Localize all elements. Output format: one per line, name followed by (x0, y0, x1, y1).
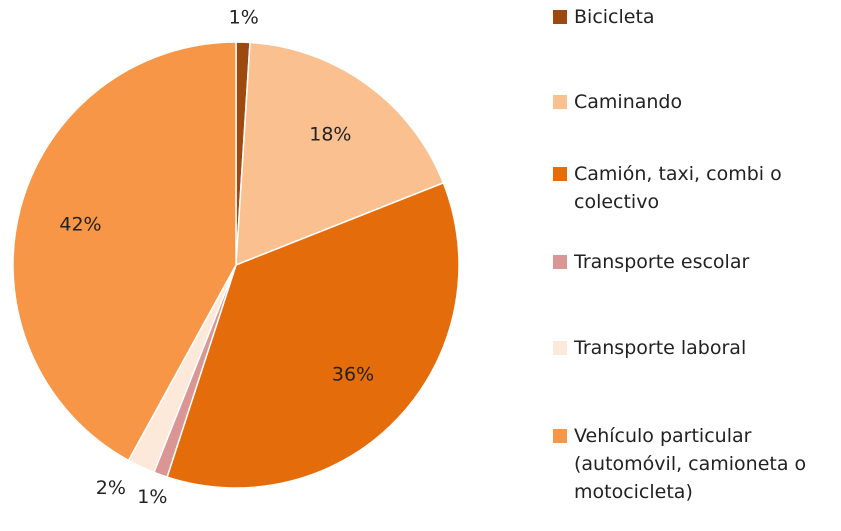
pie-slice (235, 41, 445, 267)
legend-entry: Vehículo particular (automóvil, camionet… (553, 422, 838, 506)
legend-swatch (553, 255, 567, 269)
legend-label: Vehículo particular (automóvil, camionet… (574, 425, 807, 503)
slice-label: 2% (96, 477, 126, 499)
legend-swatch (553, 95, 567, 109)
slice-label: 42% (59, 214, 101, 236)
legend-entry: Bicicleta (553, 3, 838, 31)
slice-label: 1% (229, 7, 259, 29)
legend-entry: Camión, taxi, combi o colectivo (553, 160, 838, 216)
legend-swatch (553, 167, 567, 181)
legend-swatch (553, 341, 567, 355)
legend-entry: Caminando (553, 88, 838, 116)
legend-entry: Transporte laboral (553, 334, 838, 362)
slice-label: 36% (332, 363, 374, 385)
slice-label: 18% (309, 124, 351, 146)
pie-slice (166, 181, 460, 489)
legend-entry: Transporte escolar (553, 248, 838, 276)
legend-label: Bicicleta (574, 6, 655, 28)
legend-swatch (553, 10, 567, 24)
legend-label: Camión, taxi, combi o colectivo (574, 163, 782, 213)
pie-slice (12, 41, 237, 462)
legend-label: Transporte escolar (574, 251, 750, 273)
slice-label: 1% (137, 486, 167, 508)
legend-swatch (553, 429, 567, 443)
legend-label: Transporte laboral (574, 337, 747, 359)
legend-label: Caminando (574, 91, 683, 113)
